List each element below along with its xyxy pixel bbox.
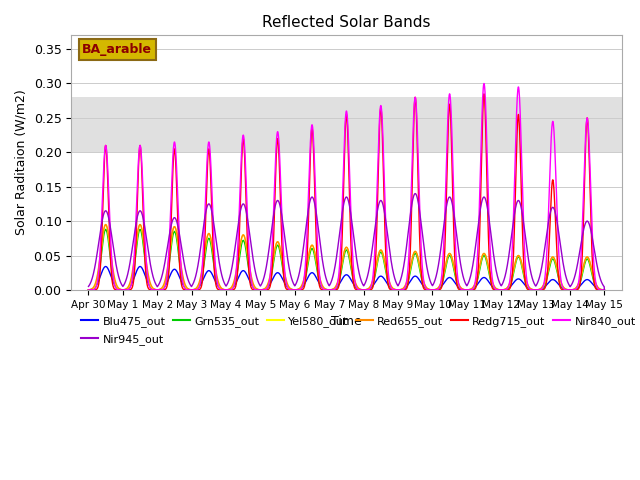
Bar <box>71 97 621 152</box>
Y-axis label: Solar Raditaion (W/m2): Solar Raditaion (W/m2) <box>15 90 28 236</box>
Legend: Nir945_out: Nir945_out <box>77 329 168 349</box>
Text: BA_arable: BA_arable <box>83 43 152 56</box>
X-axis label: Time: Time <box>331 315 362 328</box>
Title: Reflected Solar Bands: Reflected Solar Bands <box>262 15 431 30</box>
